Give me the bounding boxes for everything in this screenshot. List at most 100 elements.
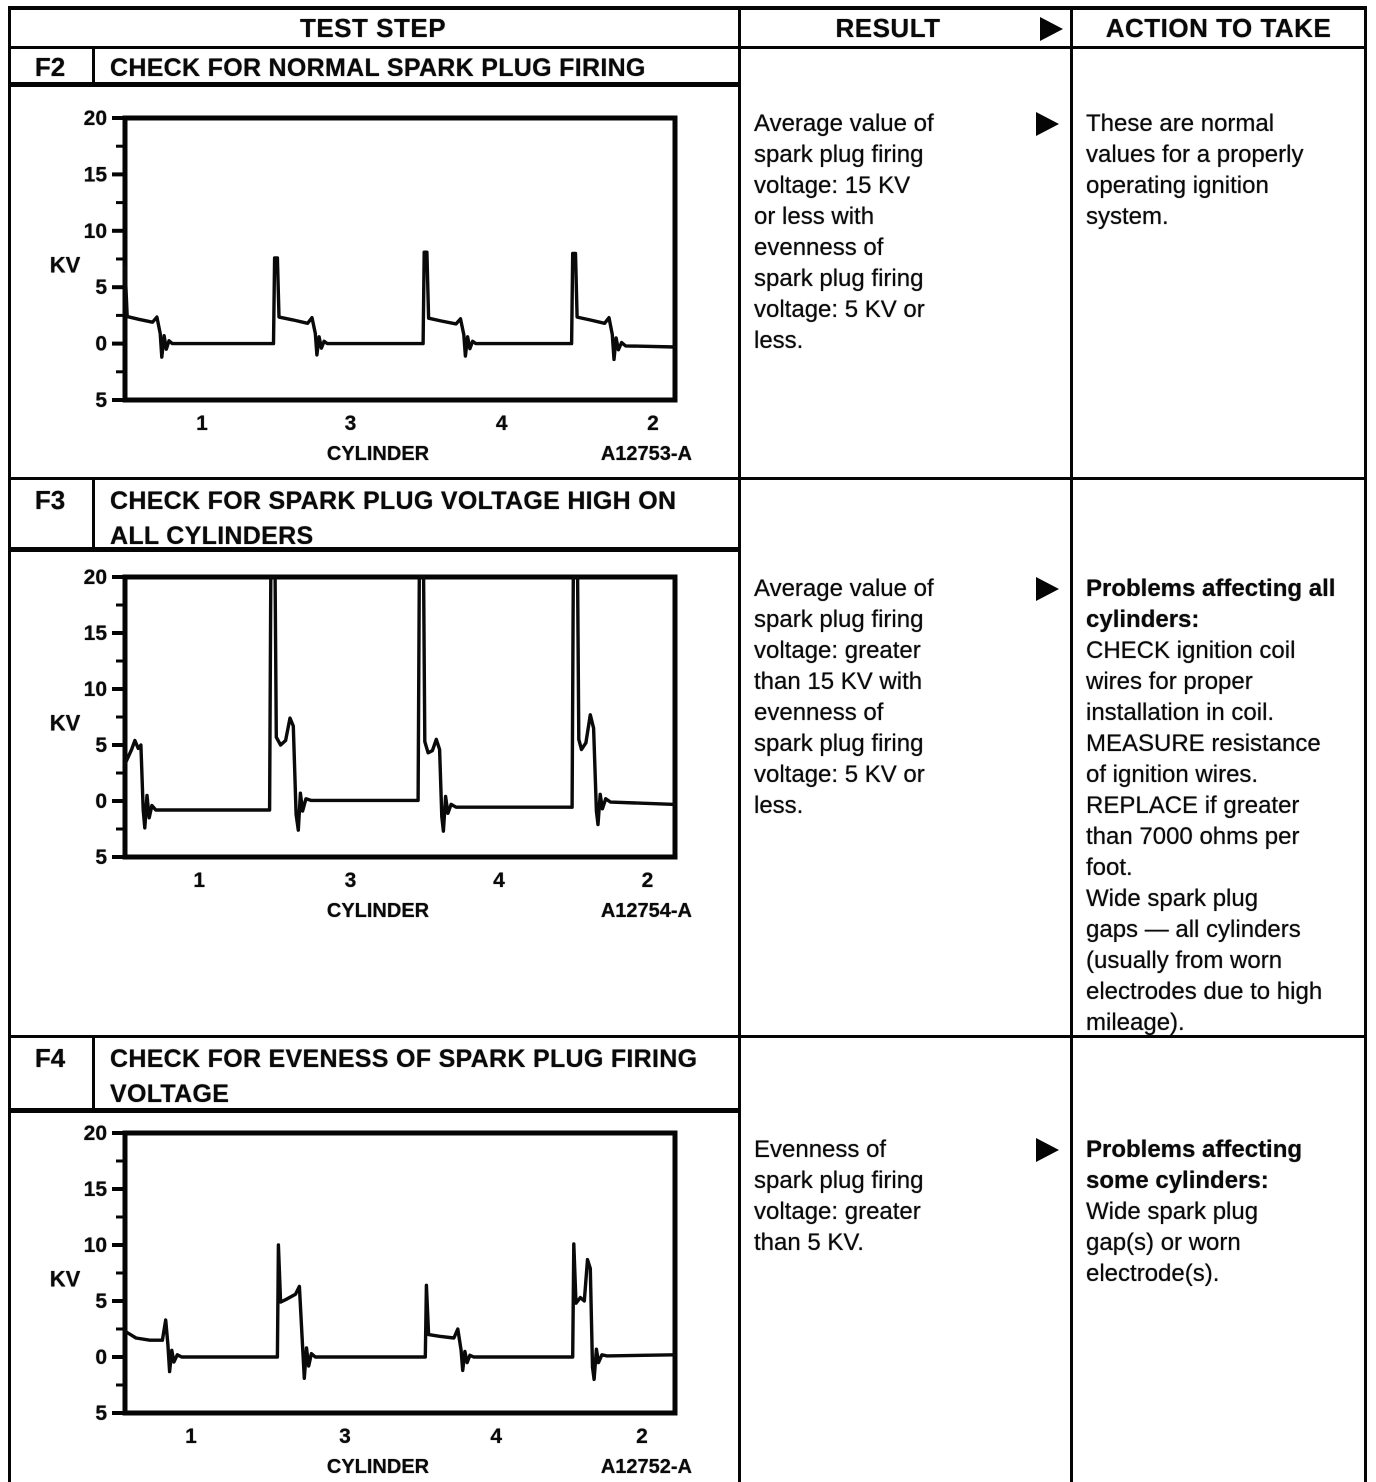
- result-text-f3: Average value of spark plug firing voltage…: [754, 573, 1034, 821]
- table-left-border: [8, 6, 11, 1482]
- y-tick-label: 20: [84, 107, 107, 130]
- result-text-f2: Average value of spark plug firing voltage…: [754, 108, 1034, 356]
- y-tick-label: 15: [84, 1178, 108, 1201]
- f2-title-bottom-border: [8, 82, 740, 87]
- text-line: gaps — all cylinders: [1086, 916, 1301, 943]
- waveform-trace: [123, 575, 677, 833]
- x-tick-label: 2: [636, 1425, 648, 1448]
- f3-badge-divider: [92, 477, 95, 551]
- f4-badge-divider: [92, 1035, 95, 1112]
- text-line: than 5 KV.: [754, 1229, 864, 1256]
- x-tick-label: 1: [196, 412, 208, 435]
- text-line: foot.: [1086, 854, 1133, 881]
- text-line: some cylinders:: [1086, 1167, 1269, 1194]
- y-tick-label: 0: [95, 333, 107, 356]
- text-line: spark plug firing: [754, 1167, 924, 1194]
- text-line: wires for proper: [1086, 668, 1253, 695]
- step-badge-f4: F4: [34, 1043, 66, 1073]
- action-lines-f2: These are normal values for a properly ope…: [1086, 108, 1362, 232]
- result-lines-f2: Average value of spark plug firing voltage…: [754, 108, 1034, 356]
- text-line: cylinders:: [1086, 606, 1200, 633]
- x-tick-label: 2: [647, 412, 659, 435]
- x-tick-label: 1: [185, 1425, 197, 1448]
- text-line: spark plug firing: [754, 606, 924, 633]
- x-axis-label: CYLINDER: [327, 900, 430, 922]
- y-tick-label: 5: [95, 389, 107, 412]
- result-arrow-f3-icon: [1036, 577, 1059, 601]
- f4-title-bottom-border: [8, 1108, 740, 1113]
- text-line: spark plug firing: [754, 730, 924, 757]
- waveform-chart-f4: 20 15 10 5 0 5 KV 1 3 4 2 CYLINDER A12752-A: [50, 1122, 692, 1478]
- text-line: than 7000 ohms per: [1086, 823, 1300, 850]
- text-line: Wide spark plug: [1086, 1198, 1259, 1225]
- x-tick-label: 3: [339, 1425, 351, 1448]
- result-lines-f4: Evenness of spark plug firing voltage: gre…: [754, 1134, 1034, 1258]
- action-bold-lines-f3: Problems affecting all cylinders:: [1086, 573, 1372, 635]
- x-tick-label: 2: [642, 869, 654, 892]
- text-line: Evenness of: [754, 1136, 887, 1163]
- action-lines-f4: Wide spark plug gap(s) or worn electrode(s…: [1086, 1196, 1362, 1289]
- step-title-f3: CHECK FOR SPARK PLUG VOLTAGE HIGH ON ALL …: [110, 484, 730, 554]
- text-line: (usually from worn: [1086, 947, 1283, 974]
- text-line: evenness of: [754, 234, 884, 261]
- text-line: CHECK FOR EVENESS OF SPARK PLUG FIRING: [110, 1045, 698, 1073]
- waveform-trace: [123, 1242, 677, 1382]
- figure-label: A12752-A: [601, 1456, 692, 1478]
- text-line: VOLTAGE: [110, 1080, 230, 1108]
- result-arrow-f2-icon: [1036, 112, 1059, 136]
- result-text-f4: Evenness of spark plug firing voltage: gre…: [754, 1134, 1034, 1258]
- x-axis-label: CYLINDER: [327, 443, 430, 465]
- column-header-action: ACTION TO TAKE: [1105, 13, 1332, 43]
- header-result-arrow-icon: [1040, 17, 1063, 41]
- x-tick-label: 4: [490, 1425, 502, 1448]
- text-line: CHECK FOR NORMAL SPARK PLUG FIRING: [110, 54, 646, 82]
- y-axis-label: KV: [50, 253, 81, 278]
- text-line: ALL CYLINDERS: [110, 522, 314, 550]
- text-line: less.: [754, 792, 804, 819]
- text-line: MEASURE resistance: [1086, 730, 1321, 757]
- text-line: spark plug firing: [754, 141, 924, 168]
- text-line: gap(s) or worn: [1086, 1229, 1241, 1256]
- x-tick-label: 4: [493, 869, 505, 892]
- text-line: spark plug firing: [754, 265, 924, 292]
- step-title-f4: CHECK FOR EVENESS OF SPARK PLUG FIRING VO…: [110, 1042, 730, 1112]
- y-tick-label: 0: [95, 790, 107, 813]
- y-tick-label: 5: [95, 1402, 107, 1425]
- text-line: Problems affecting all: [1086, 575, 1336, 602]
- y-tick-label: 10: [84, 220, 107, 243]
- x-tick-label: 4: [496, 412, 508, 435]
- text-line: Wide spark plug: [1086, 885, 1259, 912]
- text-line: voltage: 5 KV or: [754, 761, 925, 788]
- y-tick-label: 5: [95, 1290, 107, 1313]
- text-line: voltage: 15 KV: [754, 172, 911, 199]
- text-line: Average value of: [754, 110, 934, 137]
- result-lines-f3: Average value of spark plug firing voltage…: [754, 573, 1034, 821]
- y-axis-label: KV: [50, 1267, 81, 1292]
- waveform-chart-f2: 20 15 10 5 0 5 KV 1 3 4 2 CYLINDER A12753-A: [50, 107, 692, 465]
- text-line: of ignition wires.: [1086, 761, 1259, 788]
- text-line: CHECK ignition coil: [1086, 637, 1296, 664]
- y-tick-label: 0: [95, 1346, 107, 1369]
- text-line: voltage: greater: [754, 637, 921, 664]
- x-tick-label: 1: [193, 869, 205, 892]
- y-tick-label: 5: [95, 734, 107, 757]
- waveform-trace: [123, 250, 677, 362]
- text-line: than 15 KV with: [754, 668, 923, 695]
- column-header-test-step: TEST STEP: [299, 13, 447, 43]
- text-line: CHECK FOR SPARK PLUG VOLTAGE HIGH ON: [110, 487, 677, 515]
- figure-label: A12754-A: [601, 900, 692, 922]
- action-lines-f3: CHECK ignition coil wires for proper insta…: [1086, 635, 1372, 1038]
- y-tick-label: 20: [84, 1122, 107, 1145]
- text-line: less.: [754, 327, 804, 354]
- text-line: Average value of: [754, 575, 934, 602]
- x-tick-label: 3: [345, 412, 357, 435]
- x-axis-label: CYLINDER: [327, 1456, 430, 1478]
- text-line: values for a properly: [1086, 141, 1304, 168]
- header-bottom-border: [8, 46, 1366, 49]
- action-text-f4: Problems affecting some cylinders: Wide s…: [1086, 1134, 1362, 1289]
- f4-section-top-border: [8, 1035, 1366, 1038]
- text-line: electrodes due to high: [1086, 978, 1323, 1005]
- text-line: evenness of: [754, 699, 884, 726]
- y-tick-label: 5: [95, 846, 107, 869]
- waveform-chart-f3: 20 15 10 5 0 5 KV 1 3 4 2 CYLINDER A12754-A: [50, 566, 692, 922]
